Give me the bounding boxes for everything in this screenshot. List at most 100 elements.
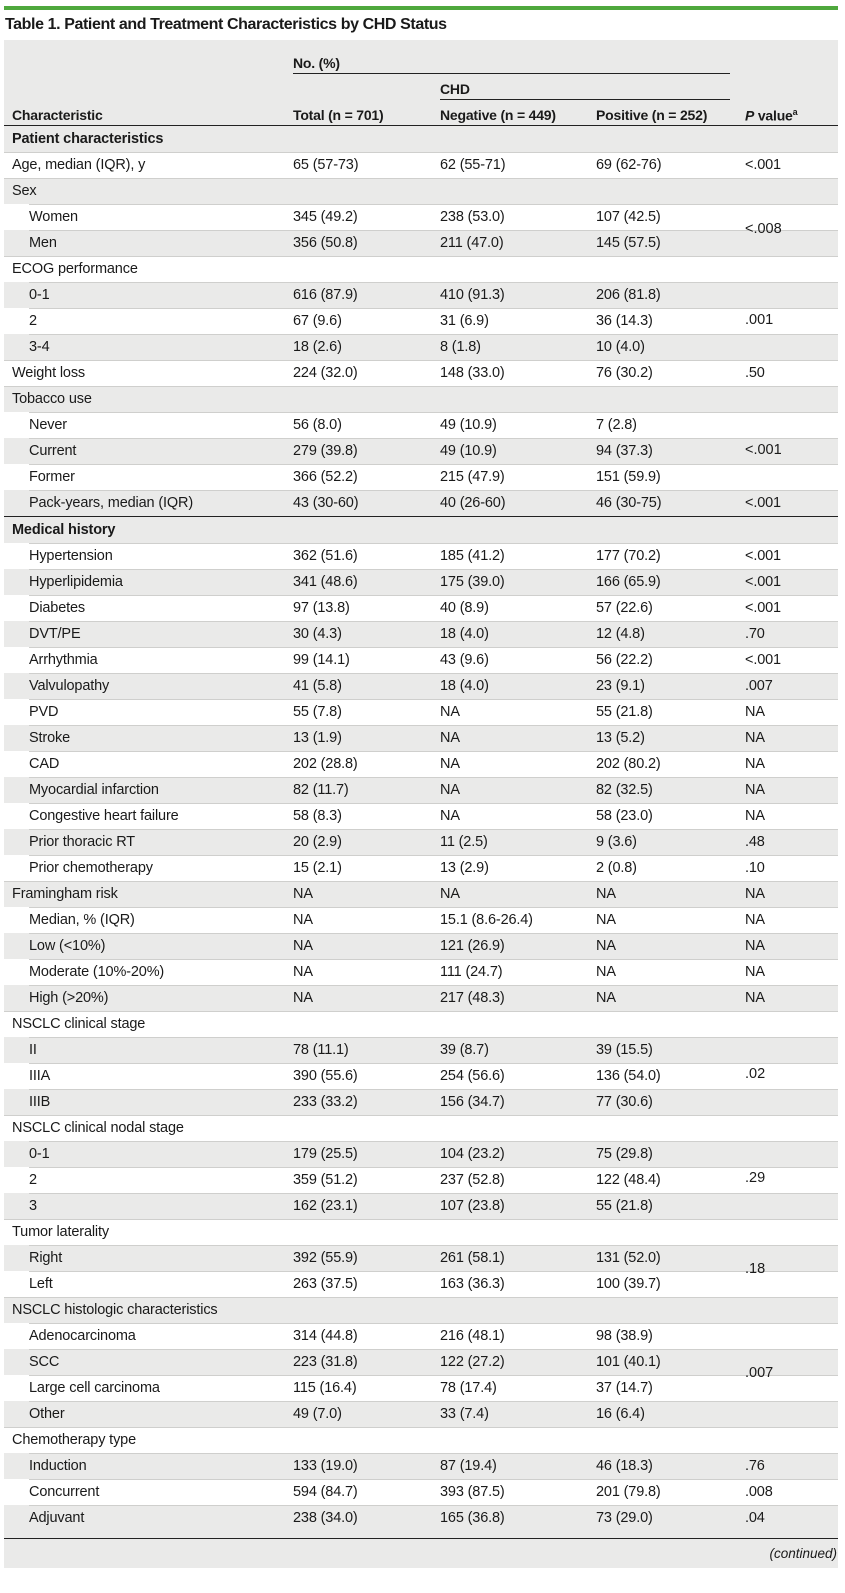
table-row: Framingham risk NA NA NA NA — [4, 881, 838, 907]
row-label: Low (<10%) — [29, 938, 106, 954]
row-label: Induction — [29, 1458, 87, 1474]
cell-negative: 18 (4.0) — [440, 678, 489, 694]
table-row: 0-1 616 (87.9) 410 (91.3) 206 (81.8) — [4, 282, 838, 308]
cell-negative: NA — [440, 730, 460, 746]
cell-negative: 111 (24.7) — [440, 964, 503, 980]
row-label: Concurrent — [29, 1484, 100, 1500]
cell-pvalue: .04 — [745, 1510, 765, 1526]
cell-total: 314 (44.8) — [293, 1328, 358, 1344]
table-row: NSCLC clinical nodal stage — [4, 1115, 838, 1141]
row-label: 0-1 — [29, 287, 50, 303]
cell-negative: 18 (4.0) — [440, 626, 489, 642]
cell-positive: 46 (18.3) — [596, 1458, 653, 1474]
table-row: Pack-years, median (IQR) 43 (30-60) 40 (26… — [4, 490, 838, 516]
table-row: Large cell carcinoma 115 (16.4) 78 (17.4) 3… — [4, 1375, 838, 1401]
cell-pvalue: <.001 — [745, 600, 781, 616]
cell-positive: 12 (4.8) — [596, 626, 645, 642]
row-label: II — [29, 1042, 37, 1058]
header-group-rule — [293, 73, 730, 74]
cell-total: 616 (87.9) — [293, 287, 358, 303]
cell-positive: 2 (0.8) — [596, 860, 637, 876]
cell-negative: 156 (34.7) — [440, 1094, 505, 1110]
table-row: 3 162 (23.1) 107 (23.8) 55 (21.8) — [4, 1193, 838, 1219]
table-row: Left 263 (37.5) 163 (36.3) 100 (39.7) — [4, 1271, 838, 1297]
row-label: Former — [29, 469, 75, 485]
cell-negative: 163 (36.3) — [440, 1276, 505, 1292]
header-pvalue-italic: P — [745, 107, 755, 124]
cell-total: 224 (32.0) — [293, 365, 358, 381]
row-label: NSCLC clinical nodal stage — [12, 1120, 184, 1136]
cell-negative: NA — [440, 808, 460, 824]
row-label: IIIA — [29, 1068, 51, 1084]
cell-total: NA — [293, 990, 313, 1006]
row-label: Pack-years, median (IQR) — [29, 495, 193, 511]
cell-positive: 94 (37.3) — [596, 443, 653, 459]
table-row: Concurrent 594 (84.7) 393 (87.5) 201 (79.8)… — [4, 1479, 838, 1505]
cell-negative: 8 (1.8) — [440, 339, 481, 355]
cell-total: 390 (55.6) — [293, 1068, 358, 1084]
table-row: II 78 (11.1) 39 (8.7) 39 (15.5) — [4, 1037, 838, 1063]
cell-pvalue: <.001 — [745, 652, 781, 668]
cell-total: 15 (2.1) — [293, 860, 342, 876]
cell-positive: 98 (38.9) — [596, 1328, 653, 1344]
cell-total: 362 (51.6) — [293, 548, 358, 564]
cell-total: 20 (2.9) — [293, 834, 342, 850]
cell-negative: 237 (52.8) — [440, 1172, 505, 1188]
cell-pvalue-merged: .18 — [745, 1261, 766, 1277]
cell-negative: 121 (26.9) — [440, 938, 505, 954]
row-label: Median, % (IQR) — [29, 912, 135, 928]
cell-negative: 393 (87.5) — [440, 1484, 505, 1500]
cell-pvalue: <.001 — [745, 548, 781, 564]
cell-positive: 55 (21.8) — [596, 1198, 653, 1214]
table-row: High (>20%) NA 217 (48.3) NA NA — [4, 985, 838, 1011]
cell-pvalue-merged: <.008 — [745, 221, 782, 237]
table-row: SCC 223 (31.8) 122 (27.2) 101 (40.1) — [4, 1349, 838, 1375]
row-label: Right — [29, 1250, 63, 1266]
table-row: Prior thoracic RT 20 (2.9) 11 (2.5) 9 (3.6)… — [4, 829, 838, 855]
row-label: Left — [29, 1276, 53, 1292]
table-row: Age, median (IQR), y 65 (57-73) 62 (55-71)… — [4, 152, 838, 178]
cell-negative: 175 (39.0) — [440, 574, 505, 590]
cell-pvalue: NA — [745, 782, 765, 798]
table-title: Table 1. Patient and Treatment Character… — [5, 16, 447, 33]
table-row: NSCLC histologic characteristics — [4, 1297, 838, 1323]
cell-negative: 104 (23.2) — [440, 1146, 505, 1162]
row-label: Other — [29, 1406, 65, 1422]
row-label: 2 — [29, 1172, 37, 1188]
cell-total: 366 (52.2) — [293, 469, 358, 485]
cell-positive: 101 (40.1) — [596, 1354, 661, 1370]
cell-negative: 62 (55-71) — [440, 157, 506, 173]
table-row: IIIA 390 (55.6) 254 (56.6) 136 (54.0) — [4, 1063, 838, 1089]
cell-pvalue: .008 — [745, 1484, 773, 1500]
cell-total: NA — [293, 964, 313, 980]
cell-positive: 145 (57.5) — [596, 235, 661, 251]
header-pvalue-sup: a — [792, 107, 798, 117]
cell-positive: 131 (52.0) — [596, 1250, 661, 1266]
table-row: Congestive heart failure 58 (8.3) NA 58 (23… — [4, 803, 838, 829]
cell-negative: 216 (48.1) — [440, 1328, 505, 1344]
cell-positive: 73 (29.0) — [596, 1510, 653, 1526]
cell-total: 58 (8.3) — [293, 808, 342, 824]
continued-note: (continued) — [769, 1546, 837, 1561]
table-row: PVD 55 (7.8) NA 55 (21.8) NA — [4, 699, 838, 725]
cell-negative: 261 (58.1) — [440, 1250, 505, 1266]
table-row: 0-1 179 (25.5) 104 (23.2) 75 (29.8) — [4, 1141, 838, 1167]
cell-positive: 13 (5.2) — [596, 730, 645, 746]
cell-total: 82 (11.7) — [293, 782, 349, 798]
cell-pvalue: .48 — [745, 834, 765, 850]
row-label: Arrhythmia — [29, 652, 98, 668]
cell-total: 115 (16.4) — [293, 1380, 357, 1396]
table-row: Adjuvant 238 (34.0) 165 (36.8) 73 (29.0) .04 — [4, 1505, 838, 1531]
cell-positive: NA — [596, 938, 616, 954]
row-label: PVD — [29, 704, 59, 720]
cell-negative: 15.1 (8.6-26.4) — [440, 912, 533, 928]
cell-positive: 23 (9.1) — [596, 678, 645, 694]
row-label: CAD — [29, 756, 60, 772]
cell-pvalue: .76 — [745, 1458, 765, 1474]
table-row: 3-4 18 (2.6) 8 (1.8) 10 (4.0) — [4, 334, 838, 360]
row-label: Prior chemotherapy — [29, 860, 153, 876]
row-label: Valvulopathy — [29, 678, 110, 694]
cell-pvalue: <.001 — [745, 574, 781, 590]
header-pvalue-text: value — [754, 107, 793, 124]
row-label: Weight loss — [12, 365, 86, 381]
